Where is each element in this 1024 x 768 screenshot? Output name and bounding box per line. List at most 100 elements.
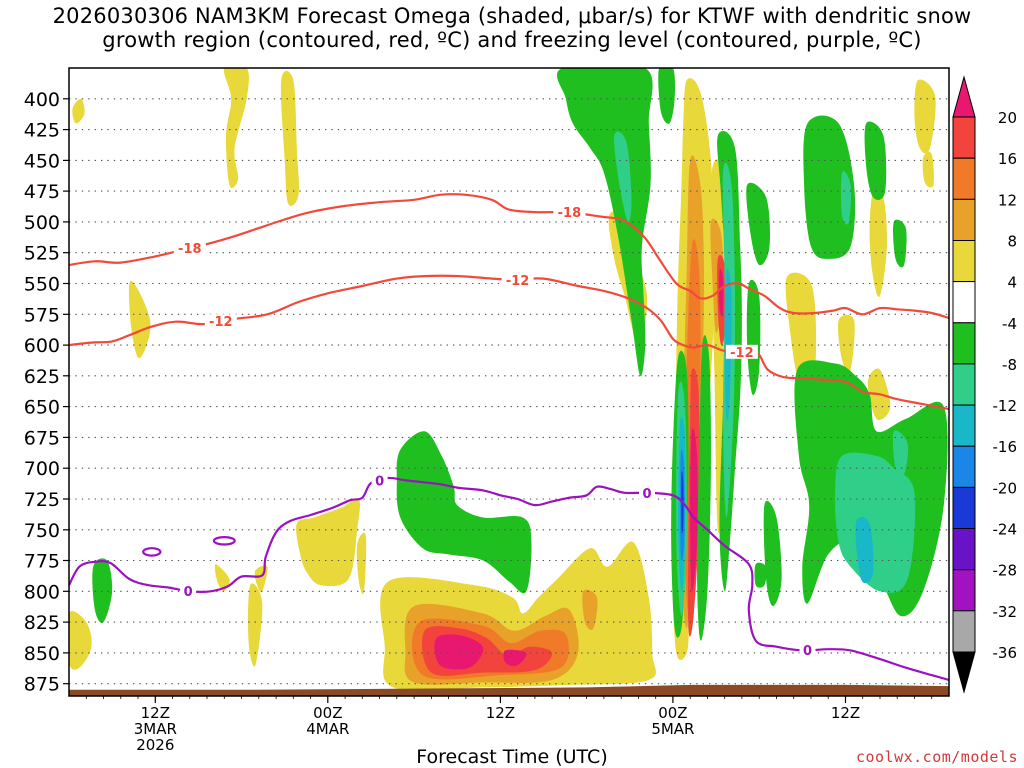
omega-region-4 <box>922 152 934 188</box>
colorbar-label: -8 <box>1002 356 1017 374</box>
x-tick-label: 3MAR <box>134 720 177 738</box>
colorbar-swatch <box>952 198 976 242</box>
colorbar-swatch <box>952 116 976 159</box>
y-tick-label: 850 <box>24 643 60 665</box>
contour-label-bg <box>173 241 206 256</box>
site-credit[interactable]: coolwx.com/models <box>855 748 1018 766</box>
omega-region-neg8 <box>841 171 852 225</box>
omega-region-4 <box>248 583 263 667</box>
colorbar-label: 20 <box>998 109 1017 127</box>
omega-region-neg8 <box>834 452 916 593</box>
x-tick-label: 4MAR <box>306 720 349 738</box>
omega-region-4 <box>72 98 85 124</box>
y-tick-label: 400 <box>24 89 60 111</box>
omega-region-neg4 <box>92 558 113 623</box>
terrain-band <box>69 684 949 696</box>
y-tick-label: 825 <box>24 612 60 634</box>
y-tick-label: 425 <box>24 120 60 142</box>
chart-title: 2026030306 NAM3KM Forecast Omega (shaded… <box>52 4 972 52</box>
y-tick-label: 450 <box>24 150 60 172</box>
omega-region-neg4 <box>658 68 676 124</box>
colorbar: 20 16 12 8 4 -4 -8 -12 -16 -20 -24 -28 -32 -36 <box>952 75 1018 694</box>
colorbar-label: -12 <box>993 397 1018 415</box>
colorbar-swatch <box>952 445 976 488</box>
contour-label-bg <box>501 272 534 287</box>
y-tick-label: 750 <box>24 520 60 542</box>
y-tick-label: 700 <box>24 458 60 480</box>
omega-region-4 <box>223 68 249 188</box>
y-tick-label: 575 <box>24 304 60 326</box>
colorbar-swatch <box>952 322 976 365</box>
contour-label-bg <box>725 344 758 359</box>
colorbar-swatch <box>952 610 976 653</box>
terrain-fill <box>69 684 949 696</box>
omega-region-4 <box>69 611 92 670</box>
x-tick-label: 5MAR <box>651 720 694 738</box>
omega-region-4 <box>280 70 299 206</box>
freezing-level-closed-contour <box>142 547 162 557</box>
y-tick-label: 875 <box>24 674 60 696</box>
x-tick-label: 00Z <box>313 704 342 722</box>
contour-label: -18 <box>558 206 582 221</box>
x-tick-label: 00Z <box>658 704 687 722</box>
omega-region-neg4 <box>893 219 907 268</box>
colorbar-label: -20 <box>993 479 1018 497</box>
freezing-level-closed-contour <box>212 535 236 546</box>
omega-region-4 <box>296 498 361 587</box>
colorbar-label: 8 <box>1007 233 1017 251</box>
omega-region-4 <box>128 280 151 359</box>
y-tick-label: 675 <box>24 427 60 449</box>
omega-region-4 <box>914 79 936 154</box>
omega-region-neg4 <box>396 431 532 594</box>
contour-label: 0 <box>803 644 812 659</box>
contour-label: -18 <box>178 242 202 257</box>
omega-shading <box>69 68 948 691</box>
y-tick-label: 525 <box>24 243 60 265</box>
colorbar-swatch <box>952 240 976 283</box>
colorbar-swatch <box>952 157 976 200</box>
contour-label: 0 <box>642 487 651 502</box>
omega-region-neg8 <box>614 131 632 223</box>
colorbar-label: 4 <box>1007 274 1017 292</box>
contour-label-bg <box>799 643 816 658</box>
omega-region-4 <box>214 564 230 592</box>
plot-frame <box>68 67 950 697</box>
colorbar-swatch <box>952 569 976 612</box>
y-tick-label: 475 <box>24 181 60 203</box>
colorbar-label: 12 <box>998 191 1017 209</box>
colorbar-label: -4 <box>1002 315 1017 333</box>
omega-region-4 <box>356 532 367 595</box>
colorbar-label: 16 <box>998 150 1017 168</box>
x-axis-title: Forecast Time (UTC) <box>416 746 608 768</box>
omega-region-neg4 <box>763 500 782 607</box>
contour-0 <box>69 476 949 682</box>
contour-label-bg <box>639 485 655 500</box>
y-tick-label: 725 <box>24 489 60 511</box>
omega-region-4 <box>837 314 855 373</box>
omega-region-neg4 <box>746 279 761 396</box>
colorbar-label: -24 <box>993 521 1018 539</box>
contour-label-bg <box>371 473 388 488</box>
contour-label-bg <box>180 584 197 598</box>
colorbar-swatch <box>952 281 976 324</box>
omega-region-neg4 <box>746 182 771 266</box>
contour-label-bg <box>204 314 237 329</box>
contour-label: -12 <box>730 346 754 361</box>
omega-region-neg4 <box>803 115 856 259</box>
y-tick-label: 800 <box>24 581 60 603</box>
contour-label-bg <box>553 205 586 220</box>
colorbar-label: -28 <box>993 562 1018 580</box>
y-tick-label: 625 <box>24 366 60 388</box>
contour-label: -12 <box>506 274 530 289</box>
colorbar-swatch <box>952 528 976 571</box>
omega-region-20 <box>503 649 527 666</box>
y-tick-label: 600 <box>24 335 60 357</box>
omega-region-neg8 <box>892 430 909 477</box>
colorbar-top-arrow <box>952 75 976 118</box>
omega-region-20 <box>434 634 484 670</box>
omega-region-8 <box>582 589 598 631</box>
contour-label: -12 <box>209 315 233 330</box>
y-tick-label: 500 <box>24 212 60 234</box>
